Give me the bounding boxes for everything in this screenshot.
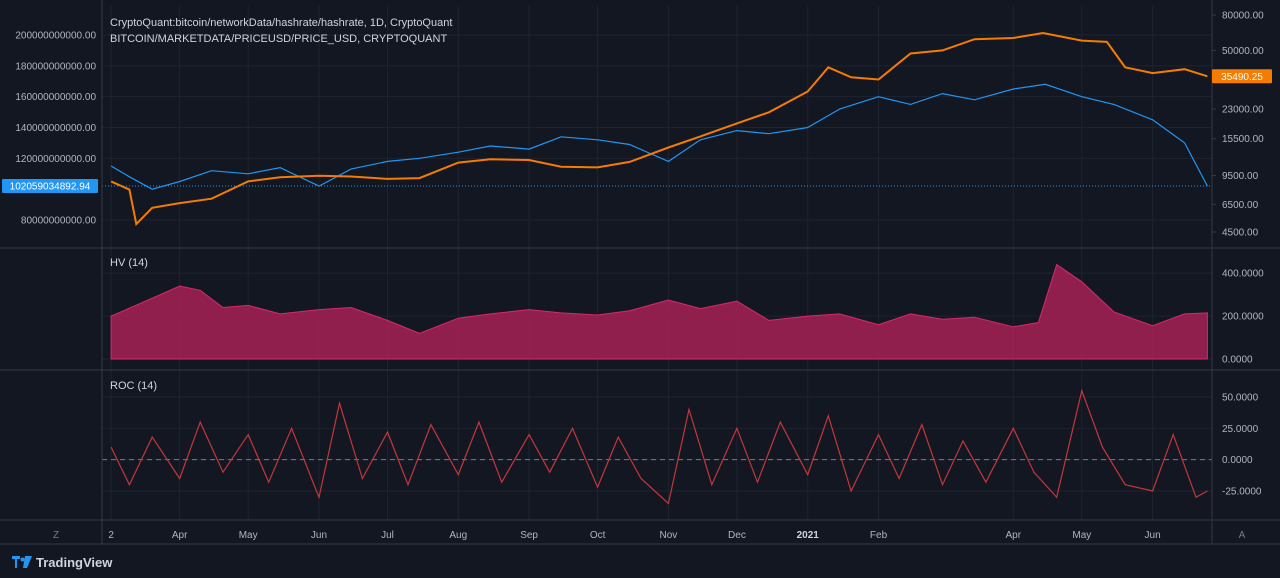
right-tick-label: 4500.00 (1222, 228, 1259, 239)
right-tick-label: 23000.00 (1222, 104, 1264, 115)
x-tick-label: May (1072, 530, 1091, 541)
left-tick-label: 180000000000.00 (15, 61, 96, 72)
right-tick-label: 80000.00 (1222, 11, 1264, 22)
x-axis-right-button[interactable]: A (1239, 530, 1246, 541)
legend-price: BITCOIN/MARKETDATA/PRICEUSD/PRICE_USD, C… (110, 33, 447, 45)
x-tick-label: May (239, 530, 258, 541)
x-tick-label: Apr (1006, 530, 1022, 541)
roc-line (110, 388, 1208, 505)
left-tick-label: 140000000000.00 (15, 123, 96, 134)
price-current-badge (1212, 69, 1272, 84)
x-tick-label: Sep (520, 530, 538, 541)
axes: 200000000000.00 180000000000.00 1600000000… (0, 0, 1280, 545)
grid (102, 6, 1212, 520)
roc-panel[interactable] (102, 388, 1212, 505)
left-tick-label: 200000000000.00 (15, 31, 96, 42)
x-tick-label: Nov (660, 530, 678, 541)
x-tick-label: Jun (1145, 530, 1161, 541)
right-tick-label: 15500.00 (1222, 134, 1264, 145)
x-tick-label: Aug (449, 530, 467, 541)
price-hashrate-panel[interactable] (102, 31, 1212, 227)
hv-tick-label: 200.0000 (1222, 312, 1264, 323)
x-axis-left-button[interactable]: Z (53, 530, 59, 541)
x-tick-label: Apr (172, 530, 188, 541)
hashrate-current-label: 102059034892.94 (10, 181, 91, 192)
right-tick-label: 50000.00 (1222, 46, 1264, 57)
hv-tick-label: 400.0000 (1222, 269, 1264, 280)
price-line (110, 31, 1208, 227)
hashrate-line (110, 83, 1208, 190)
hashrate-current-badge (2, 178, 98, 193)
right-tick-label: 6500.00 (1222, 200, 1259, 211)
left-tick-label: 120000000000.00 (15, 154, 96, 165)
x-tick-label: Jul (381, 530, 394, 541)
x-tick-label: Oct (590, 530, 606, 541)
left-tick-label: 80000000000.00 (21, 216, 97, 227)
hv-title: HV (14) (110, 257, 148, 269)
x-tick-label: 2 (108, 530, 114, 541)
x-tick-label: Jun (311, 530, 327, 541)
price-current-label: 35490.25 (1221, 72, 1263, 83)
tradingview-brand[interactable]: TradingView (12, 552, 112, 572)
left-tick-label: 160000000000.00 (15, 92, 96, 103)
hv-tick-label: 0.0000 (1222, 355, 1253, 366)
x-tick-label: Dec (728, 530, 746, 541)
tradingview-logo-icon (12, 556, 32, 568)
x-tick-label: Feb (870, 530, 888, 541)
roc-tick-label: 50.0000 (1222, 393, 1259, 404)
roc-tick-label: -25.0000 (1222, 487, 1262, 498)
hv-panel[interactable] (110, 263, 1208, 360)
brand-name: TradingView (36, 554, 113, 570)
right-tick-label: 9500.00 (1222, 171, 1259, 182)
x-tick-label: 2021 (797, 530, 820, 541)
legend-hashrate: CryptoQuant:bitcoin/networkData/hashrate… (110, 17, 452, 29)
hv-area (110, 263, 1208, 360)
roc-tick-label: 25.0000 (1222, 424, 1259, 435)
roc-title: ROC (14) (110, 380, 157, 392)
roc-tick-label: 0.0000 (1222, 455, 1253, 466)
